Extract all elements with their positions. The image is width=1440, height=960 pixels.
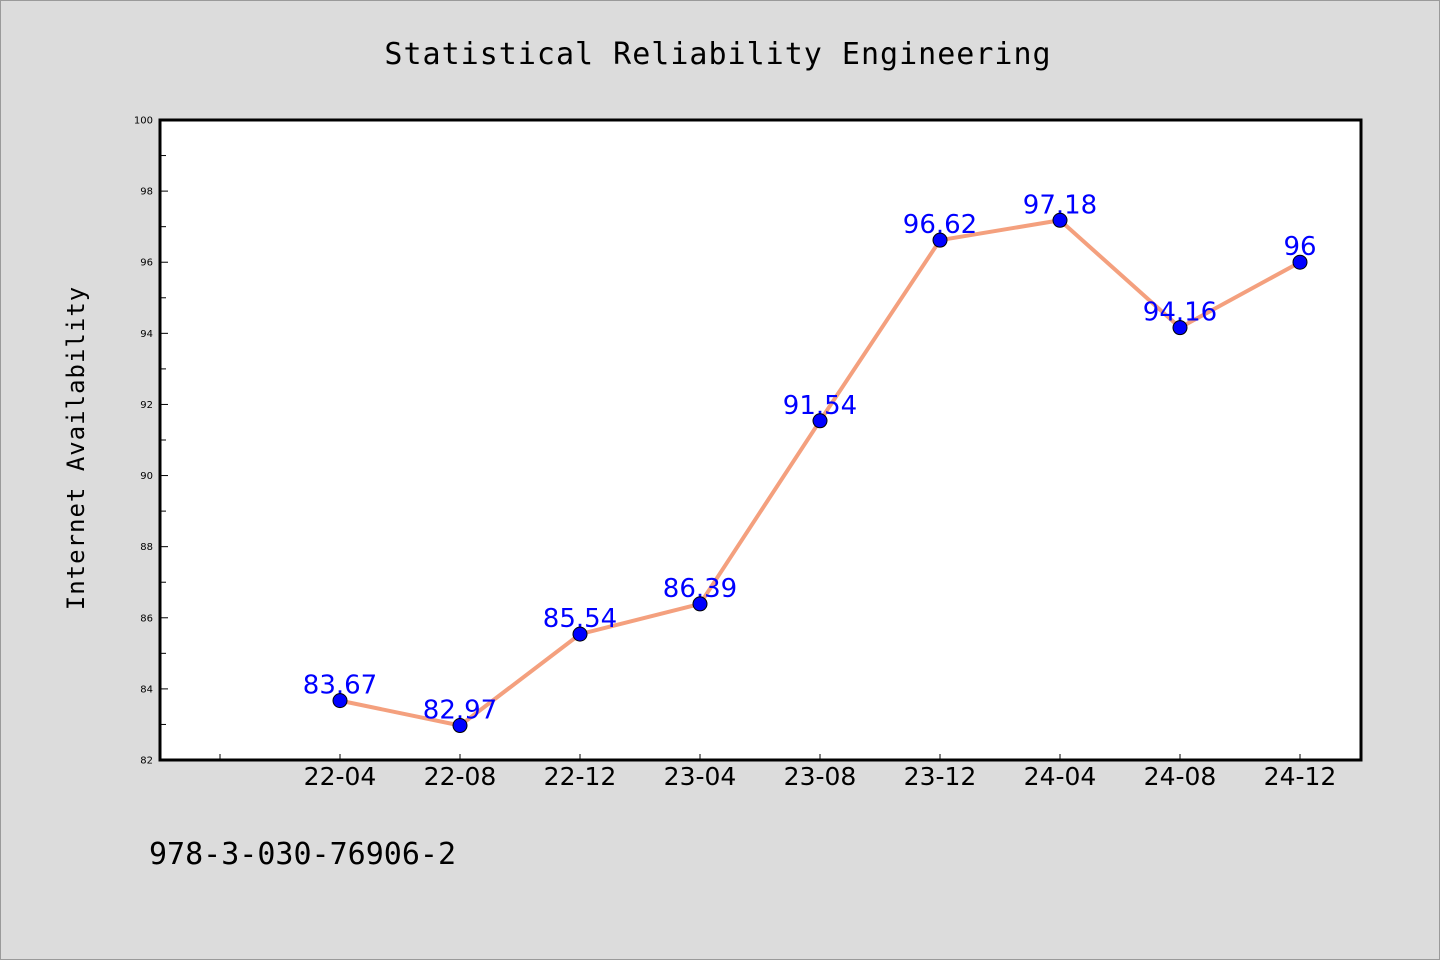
data-point [1052,212,1068,228]
data-point [1172,320,1188,336]
y-axis: 82 84 86 88 90 92 94 96 98 100 [134,116,168,767]
chart-title: Statistical Reliability Engineering [384,37,1051,72]
x-tick-label: 23-08 [784,762,857,791]
data-point [572,626,588,642]
y-tick-label: 90 [140,471,153,482]
data-point [692,596,708,612]
y-axis-label: Internet Availability [62,286,90,610]
x-tick-label: 22-08 [424,762,497,791]
y-tick-label: 86 [140,613,153,624]
x-tick-label: 23-04 [664,762,737,791]
x-axis: 22-04 22-08 22-12 23-04 23-08 23-12 24-04 24-08… [219,754,1337,791]
y-tick-label: 96 [140,258,153,269]
series-layer: 83.6782.9785.5486.3991.5496.6297.1894.16… [303,190,1317,734]
x-tick-label: 24-04 [1024,762,1097,791]
y-tick-label: 98 [140,187,153,198]
data-point [452,718,468,734]
data-point [1292,254,1308,270]
x-tick-label: 24-12 [1264,762,1337,791]
y-tick-label: 82 [140,756,153,767]
x-tick-label: 22-04 [304,762,377,791]
x-tick-label: 24-08 [1144,762,1217,791]
x-tick-label: 23-12 [904,762,977,791]
y-tick-label: 92 [140,400,153,411]
x-tick-label: 22-12 [544,762,617,791]
y-tick-label: 100 [134,116,153,127]
data-point [932,232,948,248]
y-tick-label: 84 [140,684,153,695]
footer-isbn: 978-3-030-76906-2 [149,837,456,872]
y-tick-label: 88 [140,542,153,553]
data-point [332,693,348,709]
data-point [812,413,828,429]
plot-area [158,118,1363,762]
y-tick-label: 94 [140,329,153,340]
